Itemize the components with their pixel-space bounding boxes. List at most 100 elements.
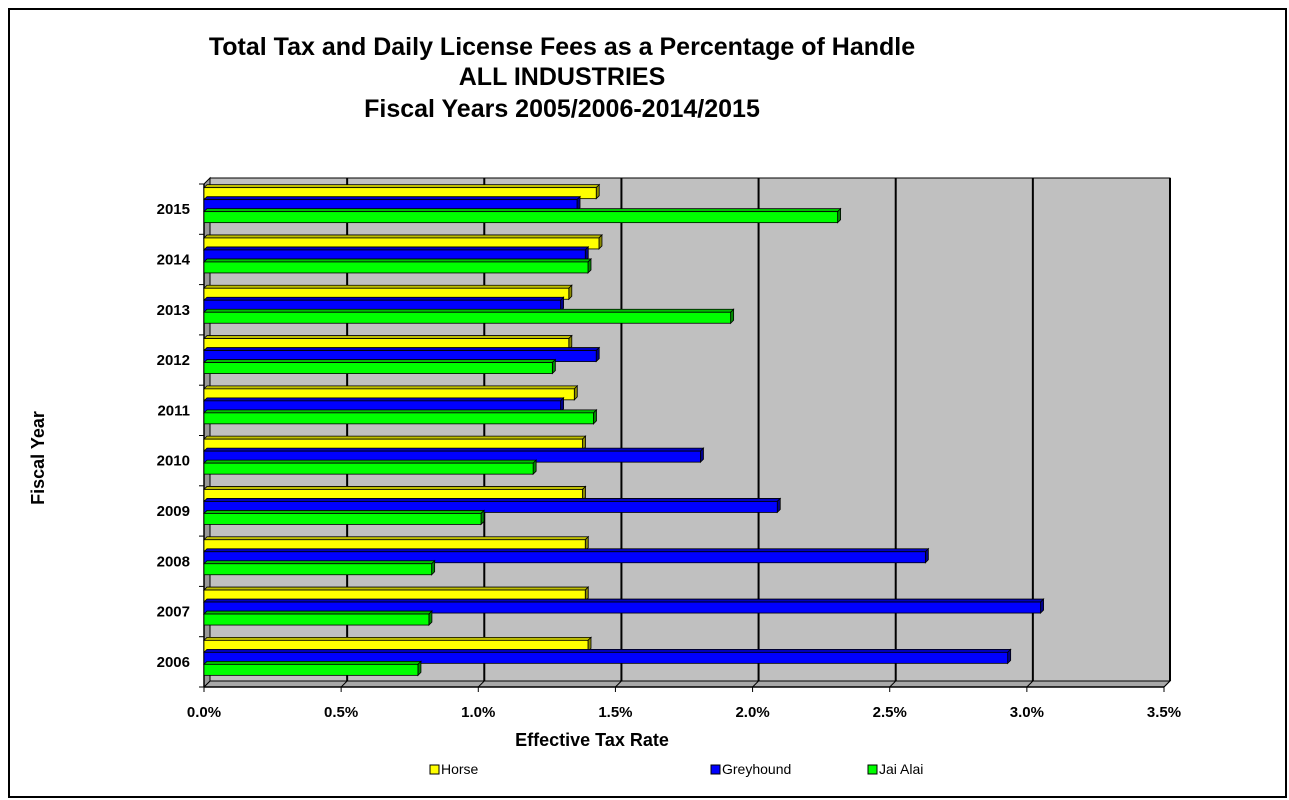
bar-top <box>203 234 603 239</box>
x-tick-label: 3.5% <box>1147 704 1181 721</box>
chart-title-line-3: Fiscal Years 2005/2006-2014/2015 <box>364 95 760 123</box>
legend-swatch <box>710 764 721 775</box>
bar-top <box>203 648 1012 653</box>
bar <box>203 459 538 476</box>
bar-top <box>203 636 592 641</box>
bar-face <box>203 551 926 564</box>
bar-end <box>1040 598 1044 615</box>
bar-top <box>203 610 433 615</box>
bar-top <box>203 598 1045 603</box>
bar-top <box>203 296 565 301</box>
bar-end <box>417 660 422 677</box>
bar-top <box>203 258 592 263</box>
bar-top <box>203 447 705 452</box>
bar-face <box>203 261 589 274</box>
bar <box>203 207 842 224</box>
bar <box>203 195 581 212</box>
bar-end <box>595 346 600 363</box>
y-axis-title: Fiscal Year <box>28 411 48 505</box>
y-tick-label: 2014 <box>157 251 191 268</box>
bar <box>203 547 930 564</box>
chart-title-line-1: Total Tax and Daily License Fees as a Pe… <box>209 33 915 61</box>
y-tick-label: 2010 <box>157 453 190 470</box>
bar-top <box>203 335 573 339</box>
bar-face <box>203 501 778 513</box>
bar-end <box>776 497 781 514</box>
bar-end <box>837 207 841 224</box>
bar-end <box>598 233 603 250</box>
bar-face <box>203 362 553 374</box>
gridline-floor <box>1163 680 1171 688</box>
bar-top <box>203 560 436 565</box>
y-tick-label: 2007 <box>157 604 190 621</box>
x-axis-title: Effective Tax Rate <box>515 730 669 750</box>
bar-top <box>203 347 601 351</box>
bar-face <box>203 412 594 425</box>
bar <box>203 497 782 514</box>
bar <box>203 296 565 313</box>
bar-face <box>203 651 1009 664</box>
bar-top <box>203 459 538 464</box>
bar-top <box>203 284 573 289</box>
bar-top <box>203 308 735 313</box>
bar-top <box>203 208 842 213</box>
legend: Horse Greyhound Jai Alai <box>429 761 923 777</box>
legend-label: Greyhound <box>722 761 791 777</box>
bar <box>203 408 598 425</box>
gridline-floor <box>1026 680 1034 688</box>
gridline-floor <box>340 680 348 688</box>
bar-top <box>203 536 590 541</box>
bar-face <box>203 613 430 626</box>
bar-top <box>203 196 581 201</box>
y-tick-label: 2009 <box>157 503 190 520</box>
bar-end <box>700 447 704 464</box>
bar-face <box>203 601 1041 614</box>
x-tick-label: 2.5% <box>873 704 907 721</box>
legend-swatch <box>429 764 440 775</box>
bar <box>203 308 735 325</box>
bar <box>203 435 587 452</box>
bar <box>203 660 422 677</box>
bar-end <box>573 384 578 401</box>
y-tick-label: 2011 <box>157 402 190 419</box>
x-tick-label: 3.0% <box>1010 704 1044 721</box>
chart-title: Total Tax and Daily License Fees as a Pe… <box>209 33 915 123</box>
x-tick-label: 0.0% <box>187 704 221 721</box>
bar-end <box>593 408 597 425</box>
gridline-floor <box>752 680 759 688</box>
bar <box>203 610 433 627</box>
bar <box>203 447 705 464</box>
x-axis-ticks: 0.0% 0.5% 1.0% 1.5% 2.0% 2.5% 3.0% 3.5% <box>187 687 1181 721</box>
bar-top <box>203 510 485 514</box>
bar-top <box>203 486 587 490</box>
legend-label: Jai Alai <box>879 761 923 777</box>
gridline-floor <box>477 680 485 688</box>
x-tick-label: 2.0% <box>735 704 769 721</box>
bar-top <box>203 385 579 390</box>
bar-top <box>203 397 565 402</box>
bar-end <box>595 183 600 200</box>
y-tick-label: 2006 <box>157 654 190 671</box>
bar-end <box>532 459 537 476</box>
bar-end <box>568 284 573 301</box>
x-tick-label: 0.5% <box>324 704 358 721</box>
bar <box>203 535 590 552</box>
y-tick-label: 2012 <box>157 352 190 369</box>
bar-top <box>203 359 557 363</box>
bar <box>203 559 436 576</box>
bar-face <box>203 513 482 525</box>
bar-end <box>428 610 433 627</box>
gridline-floor <box>889 680 897 688</box>
bar-end <box>551 358 556 375</box>
bar-top <box>203 246 590 251</box>
bar <box>203 396 565 413</box>
bar <box>203 648 1012 665</box>
legend-swatch <box>867 764 878 775</box>
bar <box>203 384 579 401</box>
chart-frame: Total Tax and Daily License Fees as a Pe… <box>8 8 1287 798</box>
bar-end <box>730 308 735 325</box>
gridline-floor <box>615 680 622 688</box>
bar-top <box>203 660 422 665</box>
bar-face <box>203 563 433 576</box>
bar-top <box>203 548 930 553</box>
